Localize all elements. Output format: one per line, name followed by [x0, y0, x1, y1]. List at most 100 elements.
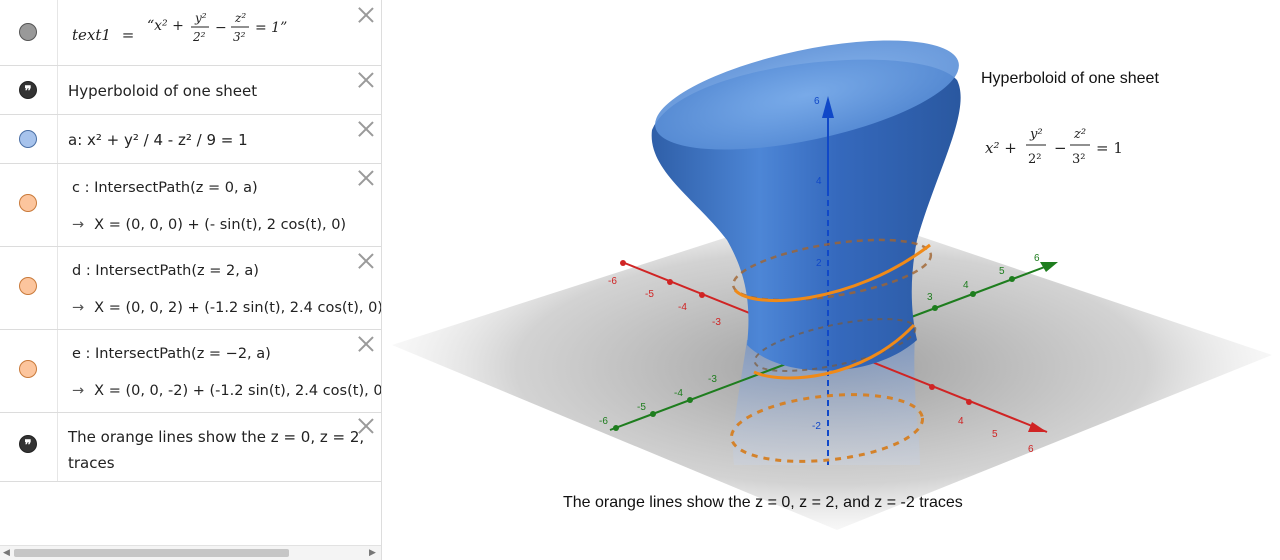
visibility-toggle[interactable] — [19, 277, 37, 295]
marble-column — [0, 0, 58, 65]
c-output: → X = (0, 0, 0) + (- sin(t), 2 cos(t), 0) — [72, 217, 347, 233]
visibility-toggle[interactable] — [19, 194, 37, 212]
graphics-canvas[interactable]: -6 -5 -4 -3 4 5 6 -6 -5 -4 -3 3 4 5 6 — [382, 0, 1280, 560]
quote-icon[interactable]: ❞ — [19, 435, 37, 453]
algebra-row-a[interactable]: a: x² + y² / 4 - z² / 9 = 1 — [0, 115, 381, 164]
z-axis-arrowhead — [822, 96, 834, 118]
svg-text:−: − — [1054, 139, 1067, 157]
graphics-formula[interactable]: x² + y² 2² − z² 3² = 1 — [985, 127, 1123, 167]
svg-text:2²: 2² — [192, 30, 206, 44]
x-tick-label: -4 — [678, 302, 687, 313]
c-definition: c : IntersectPath(z = 0, a) — [72, 180, 258, 196]
svg-text:x² +: x² + — [985, 139, 1017, 157]
scrollbar-thumb[interactable] — [14, 549, 289, 557]
y-tick-label: -4 — [674, 388, 683, 399]
algebra-row-c[interactable]: c : IntersectPath(z = 0, a) → X = (0, 0, … — [0, 164, 381, 247]
trace-z0-hidden — [753, 318, 917, 372]
text1-formula: text1 = “x² + y² 2² − z² 3² = 1” — [72, 11, 295, 50]
scroll-right-icon[interactable]: ▶ — [369, 548, 376, 558]
y-tick-point — [650, 411, 656, 417]
svg-text:y²: y² — [194, 11, 207, 25]
marble-column — [0, 164, 58, 246]
graphics-3d-view[interactable]: -6 -5 -4 -3 4 5 6 -6 -5 -4 -3 3 4 5 6 — [382, 0, 1280, 560]
y-tick-label: -6 — [599, 416, 608, 427]
marble-column: ❞ — [0, 66, 58, 114]
text1-eq: = — [121, 26, 135, 44]
delete-text1-icon[interactable] — [358, 7, 374, 23]
svg-text:z²: z² — [1073, 127, 1086, 142]
svg-text:3²: 3² — [233, 30, 246, 44]
trace-z0 — [753, 323, 916, 380]
svg-text:“x² +: “x² + — [147, 18, 184, 34]
visibility-toggle[interactable] — [19, 360, 37, 378]
y-tick-label: 6 — [1034, 253, 1040, 264]
y-tick-point — [687, 397, 693, 403]
trace-z2 — [733, 243, 931, 303]
x-tick-point — [620, 260, 626, 266]
algebra-row-text1[interactable]: text1 = “x² + y² 2² − z² 3² = 1” — [0, 0, 381, 66]
x-tick-label: 5 — [992, 429, 998, 440]
x-tick-label: -3 — [712, 317, 721, 328]
note-line-1: The orange lines show the z = 0, z = 2, — [68, 428, 365, 446]
svg-text:−: − — [215, 20, 227, 36]
x-tick-point — [699, 292, 705, 298]
visibility-toggle[interactable] — [19, 130, 37, 148]
y-tick-point — [1009, 276, 1015, 282]
d-definition: d : IntersectPath(z = 2, a) — [72, 263, 259, 279]
x-tick-label: -6 — [608, 276, 617, 287]
x-tick-point — [929, 384, 935, 390]
scroll-left-icon[interactable]: ◀ — [3, 548, 10, 558]
x-tick-point — [966, 399, 972, 405]
delete-d-icon[interactable] — [358, 253, 374, 269]
trace-z2-hidden — [731, 238, 933, 302]
y-tick-label: -5 — [637, 402, 646, 413]
delete-note-icon[interactable] — [358, 418, 374, 434]
y-tick-point — [970, 291, 976, 297]
marble-column: ❞ — [0, 413, 58, 481]
y-tick-point — [613, 425, 619, 431]
visibility-toggle[interactable] — [19, 23, 37, 41]
z-tick-label: 6 — [814, 96, 820, 107]
algebra-row-e[interactable]: e : IntersectPath(z = −2, a) → X = (0, 0,… — [0, 330, 381, 413]
y-axis-ticks: -6 -5 -4 -3 3 4 5 6 — [599, 253, 1040, 431]
y-axis-arrowhead — [1040, 262, 1058, 272]
svg-text:3²: 3² — [1072, 152, 1085, 167]
e-definition: e : IntersectPath(z = −2, a) — [72, 346, 271, 362]
horizontal-scrollbar[interactable]: ◀ ▶ — [0, 545, 381, 560]
marble-column — [0, 115, 58, 163]
z-tick-label: 2 — [816, 258, 822, 269]
delete-a-icon[interactable] — [358, 121, 374, 137]
e-output: → X = (0, 0, -2) + (-1.2 sin(t), 2.4 cos(… — [72, 383, 382, 399]
text1-name: text1 — [72, 26, 111, 44]
surface-top-rim — [655, 40, 959, 150]
svg-text:2²: 2² — [1028, 152, 1041, 167]
delete-title-text-icon[interactable] — [358, 72, 374, 88]
y-tick-label: 4 — [963, 280, 969, 291]
a-definition: a: x² + y² / 4 - z² / 9 = 1 — [68, 131, 248, 149]
d-output: → X = (0, 0, 2) + (-1.2 sin(t), 2.4 cos(t… — [72, 300, 382, 316]
delete-e-icon[interactable] — [358, 336, 374, 352]
z-tick-label: -2 — [812, 421, 821, 432]
svg-text:z²: z² — [234, 11, 246, 25]
trace-z-2 — [729, 393, 925, 463]
y-tick-point — [932, 305, 938, 311]
marble-column — [0, 247, 58, 329]
x-tick-label: 4 — [958, 416, 964, 427]
algebra-row-d[interactable]: d : IntersectPath(z = 2, a) → X = (0, 0, … — [0, 247, 381, 330]
graphics-caption[interactable]: The orange lines show the z = 0, z = 2, … — [563, 494, 963, 511]
quote-icon[interactable]: ❞ — [19, 81, 37, 99]
y-tick-label: 5 — [999, 266, 1005, 277]
svg-text:= 1: = 1 — [1096, 139, 1123, 157]
algebra-row-note-text[interactable]: ❞ The orange lines show the z = 0, z = 2… — [0, 413, 381, 482]
text1-fraction: “x² + y² 2² − z² 3² = 1” — [147, 11, 287, 44]
algebra-row-title-text[interactable]: ❞ Hyperboloid of one sheet — [0, 66, 381, 115]
y-tick-label: -3 — [708, 374, 717, 385]
graphics-title[interactable]: Hyperboloid of one sheet — [981, 70, 1159, 87]
x-axis-arrowhead — [1028, 422, 1047, 432]
delete-c-icon[interactable] — [358, 170, 374, 186]
title-text-value: Hyperboloid of one sheet — [68, 82, 258, 100]
note-line-2: traces — [68, 454, 115, 472]
y-tick-label: 3 — [927, 292, 933, 303]
svg-text:y²: y² — [1029, 127, 1043, 142]
x-axis-ticks: -6 -5 -4 -3 4 5 6 — [608, 260, 1034, 455]
